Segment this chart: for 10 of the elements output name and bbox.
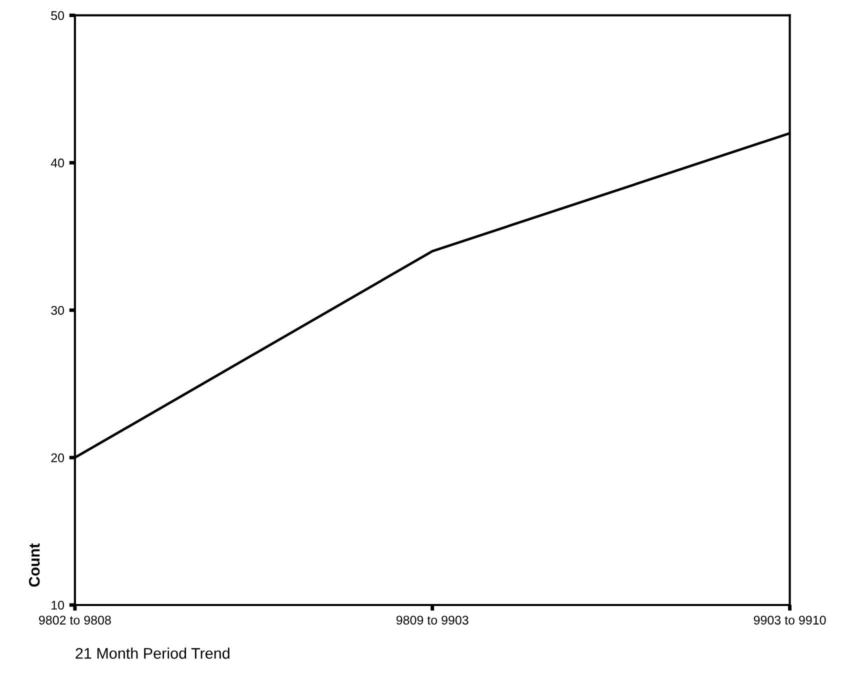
x-tick-label: 9809 to 9903 xyxy=(396,616,468,625)
y-tick-label: 30 xyxy=(51,306,64,315)
y-tick-label: 40 xyxy=(50,158,64,168)
y-tick-label: 50 xyxy=(51,11,64,20)
x-tick-label: 9802 to 9808 xyxy=(39,616,111,625)
x-tick-label: 9903 to 9910 xyxy=(754,616,826,625)
y-tick-label: 10 xyxy=(52,600,64,610)
x-axis-title: 21 Month Period Trend xyxy=(76,648,230,659)
y-tick-label: 20 xyxy=(51,453,64,462)
y-axis-title: Count xyxy=(28,543,40,587)
